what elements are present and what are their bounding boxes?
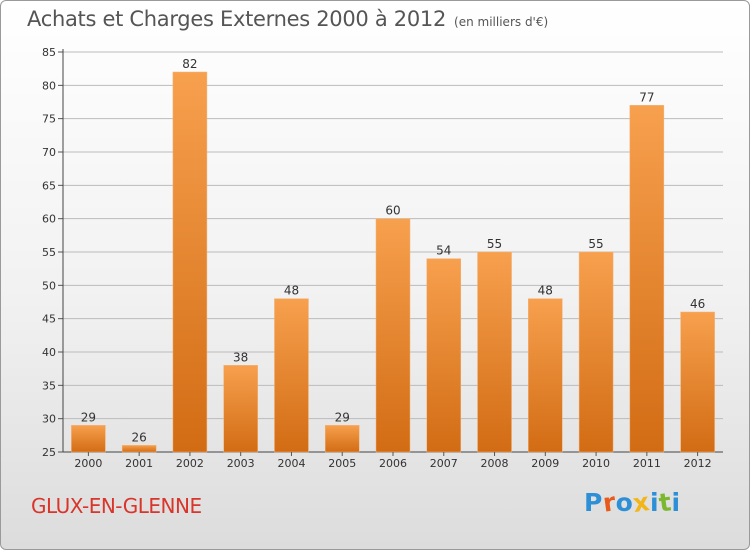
- y-tick-label: 30: [42, 413, 56, 426]
- bar-2004: [274, 298, 309, 453]
- bar-2005: [324, 425, 360, 453]
- bar-2001: [121, 445, 157, 453]
- bars: [71, 71, 715, 453]
- bar-2000: [71, 425, 106, 453]
- x-tick-label: 2008: [481, 457, 509, 470]
- value-label: 46: [690, 297, 705, 311]
- logo-letter: P: [584, 488, 603, 517]
- x-tick-label: 2003: [227, 457, 255, 470]
- logo-letter: o: [615, 488, 634, 517]
- x-tick-label: 2007: [430, 457, 458, 470]
- x-tick-label: 2001: [125, 457, 153, 470]
- unit-label: (en milliers d'€): [454, 15, 549, 29]
- y-tick-labels: 25 30 35 40 45 50 55 60 65 70 75 80 85: [42, 46, 56, 459]
- x-tick-label: 2000: [74, 457, 102, 470]
- value-label: 77: [639, 90, 654, 104]
- bar-2008: [477, 251, 512, 453]
- y-tick-label: 50: [42, 279, 56, 292]
- bar-2009: [528, 298, 563, 453]
- logo-letter: x: [631, 486, 652, 519]
- bar-2002: [172, 71, 208, 453]
- value-label: 48: [538, 284, 553, 298]
- bar-2011: [629, 105, 665, 453]
- y-tick-label: 55: [42, 246, 56, 259]
- x-tick-labels: 2000 2001 2002 2003 2004 2005 2006 2007 2008 2009…: [74, 452, 712, 470]
- title-row: Achats et Charges Externes 2000 à 2012 (e…: [27, 7, 548, 31]
- proxiti-logo[interactable]: Proxiti: [584, 486, 681, 519]
- value-label: 55: [588, 237, 603, 251]
- bar-2012: [680, 311, 715, 453]
- x-tick-label: 2009: [531, 457, 559, 470]
- x-tick-label: 2006: [379, 457, 407, 470]
- x-tick-label: 2012: [684, 457, 712, 470]
- bar-2007: [426, 258, 462, 453]
- bar-2010: [578, 251, 614, 453]
- y-tick-label: 65: [42, 179, 56, 192]
- y-tick-label: 25: [42, 446, 56, 459]
- value-label: 29: [335, 410, 350, 424]
- y-tick-label: 80: [42, 79, 56, 92]
- value-labels: 29 26 82 38 48 29 60 54 55 48 55 77 46: [81, 57, 706, 444]
- value-label: 60: [385, 204, 400, 218]
- place-name: GLUX-EN-GLENNE: [31, 494, 202, 518]
- chart-title: Achats et Charges Externes 2000 à 2012: [27, 7, 447, 31]
- y-tick-label: 40: [42, 346, 56, 359]
- x-tick-label: 2004: [277, 457, 305, 470]
- y-tick-label: 85: [42, 46, 56, 59]
- value-label: 38: [233, 350, 248, 364]
- value-label: 26: [132, 430, 147, 444]
- logo-letter: i: [671, 488, 681, 517]
- x-tick-label: 2010: [582, 457, 610, 470]
- y-tick-label: 75: [42, 113, 56, 126]
- x-tick-label: 2002: [176, 457, 204, 470]
- y-tick-label: 60: [42, 213, 56, 226]
- value-label: 54: [436, 244, 451, 258]
- logo-letter: i: [650, 488, 660, 517]
- value-label: 48: [284, 284, 299, 298]
- y-tick-label: 45: [42, 313, 56, 326]
- x-tick-label: 2011: [633, 457, 661, 470]
- y-tick-label: 35: [42, 379, 56, 392]
- bar-2006: [375, 218, 411, 453]
- value-label: 29: [81, 410, 96, 424]
- bar-2003: [223, 365, 258, 453]
- x-tick-label: 2005: [328, 457, 356, 470]
- value-label: 55: [487, 237, 502, 251]
- y-tick-label: 70: [42, 146, 56, 159]
- value-label: 82: [182, 57, 197, 71]
